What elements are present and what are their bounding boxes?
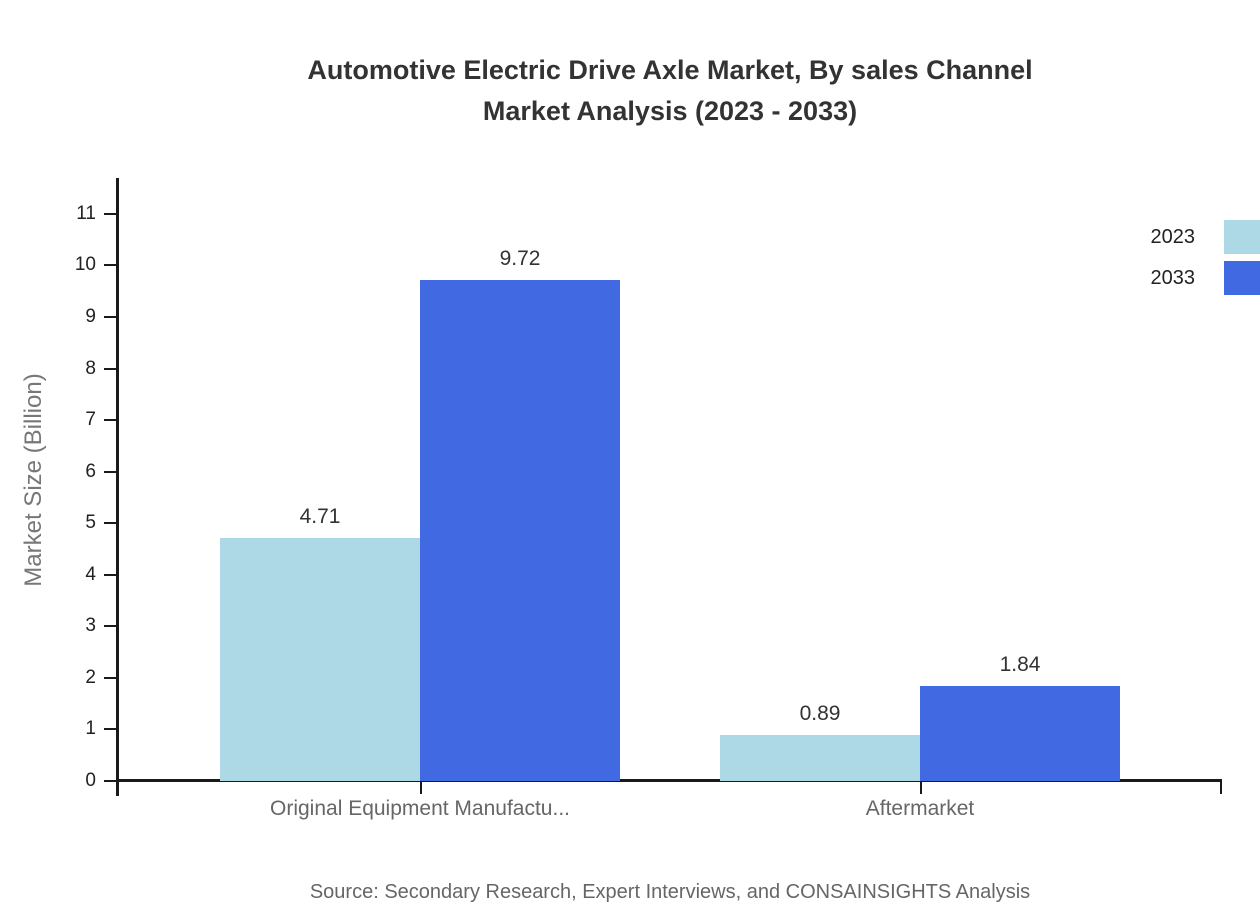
chart-title-line2: Market Analysis (2023 - 2033) [482,96,858,126]
y-tick-label-10: 10 [74,254,96,276]
y-tick-label-3: 3 [85,615,96,637]
legend-swatch-2023 [1224,220,1260,254]
y-tick-label-0: 0 [85,770,96,791]
y-tick-label-4: 4 [85,563,96,585]
y-tick-label-2: 2 [85,666,96,688]
y-tick-mark-0 [104,780,118,782]
y-tick-label-9: 9 [85,306,96,328]
y-tick-label-1: 1 [85,718,96,740]
legend-swatch-2033 [1224,261,1260,295]
category-label-original-equipment-manufactu: Original Equipment Manufactu... [270,797,570,820]
y-tick-label-5: 5 [85,512,96,534]
bar-2033-original-equipment-manufactu [420,279,620,781]
chart-title-line1: Automotive Electric Drive Axle Market, B… [307,55,1033,85]
y-tick-mark-2 [104,676,118,679]
y-tick-mark-6 [104,470,118,473]
y-tick-mark-5 [104,522,118,525]
y-tick-label-7: 7 [85,409,96,431]
y-tick-label-8: 8 [85,357,96,379]
source-note: Source: Secondary Research, Expert Inter… [309,881,1031,903]
y-tick-mark-10 [104,264,118,267]
legend-label-2023: 2023 [1150,226,1196,248]
value-label-2033-aftermarket: 1.84 [999,653,1041,677]
value-label-2033-original-equipment-manufactu: 9.72 [499,246,541,270]
y-tick-mark-8 [104,367,118,370]
y-tick-label-6: 6 [85,460,96,482]
chart-title: Automotive Electric Drive Axle Market, B… [118,50,1222,132]
x-axis-line [118,779,1222,782]
y-axis-line [116,178,119,796]
x-tick-mark-0 [420,781,422,794]
legend-label-2033: 2033 [1150,267,1196,289]
y-tick-mark-9 [104,316,118,319]
y-tick-label-11: 11 [76,202,96,224]
category-label-aftermarket: Aftermarket [865,797,975,820]
x-tick-mark-2 [1220,781,1222,794]
value-label-2023-original-equipment-manufactu: 4.71 [299,505,341,529]
y-tick-mark-7 [104,419,118,422]
y-tick-mark-11 [104,212,118,215]
x-tick-mark-1 [920,781,922,794]
bar-2033-aftermarket [920,686,1120,781]
value-label-2023-aftermarket: 0.89 [799,702,841,726]
bar-2023-aftermarket [720,735,920,781]
y-tick-mark-4 [104,573,118,576]
y-tick-mark-3 [104,625,118,628]
bar-2023-original-equipment-manufactu [220,538,420,781]
y-tick-mark-1 [104,728,118,731]
